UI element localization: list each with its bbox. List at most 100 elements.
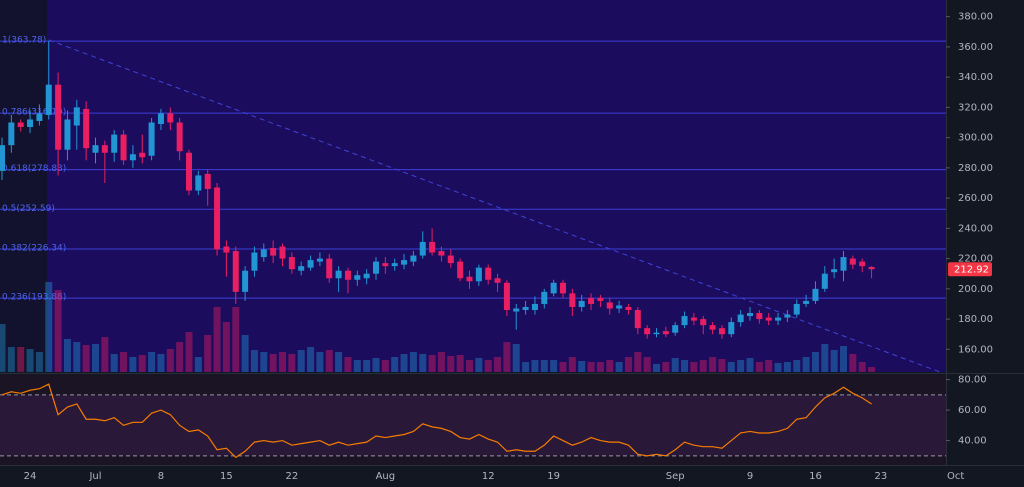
candle-body: [64, 119, 71, 150]
candle-body: [513, 308, 520, 312]
volume-bar: [260, 352, 268, 372]
candle-body: [700, 319, 707, 326]
volume-bar: [17, 347, 25, 372]
candle-body: [55, 84, 62, 150]
volume-bar: [0, 324, 6, 372]
y-tick-label: 380.00: [958, 12, 993, 23]
volume-bar: [596, 362, 604, 372]
candle-body: [475, 267, 482, 282]
volume-bar: [868, 367, 876, 372]
volume-bar: [606, 360, 614, 372]
volume-bar: [138, 355, 146, 372]
y-tick-label: 220.00: [958, 254, 993, 265]
y-tick-label: 360.00: [958, 42, 993, 53]
candle-body: [438, 251, 445, 256]
candle-body: [550, 282, 557, 294]
candle-body: [148, 122, 155, 156]
volume-bar: [419, 354, 427, 372]
volume-bar: [400, 354, 408, 372]
candle-body: [139, 152, 146, 158]
candle-body: [644, 328, 651, 335]
volume-bar: [213, 307, 221, 372]
x-tick-label: Sep: [666, 471, 685, 482]
volume-bar: [858, 362, 866, 372]
candle-body: [728, 322, 735, 335]
x-tick-label: 19: [547, 471, 560, 482]
volume-bar: [737, 360, 745, 372]
candle-body: [288, 257, 295, 270]
candle-body: [214, 187, 221, 250]
candle-body: [45, 84, 52, 115]
rsi-band-fill: [0, 394, 946, 456]
volume-bar: [727, 362, 735, 372]
candle-body: [503, 282, 510, 310]
candle-body: [223, 246, 230, 253]
candle-body: [298, 266, 305, 271]
candle-body: [747, 313, 753, 317]
candle-body: [251, 252, 258, 271]
volume-bar: [559, 362, 567, 372]
x-tick-label: 23: [875, 471, 888, 482]
range-highlight: [47, 0, 946, 372]
candle-body: [167, 113, 174, 123]
volume-bar: [783, 362, 791, 372]
fib-label: 1(363.78): [2, 36, 46, 46]
candle-body: [316, 258, 323, 262]
candle-body: [625, 306, 632, 310]
candle-body: [307, 260, 314, 268]
candle-body: [588, 297, 595, 304]
candle-body: [73, 107, 80, 126]
volume-bar: [335, 352, 343, 372]
volume-bar: [409, 352, 417, 372]
volume-bar: [484, 360, 492, 372]
candle-body: [111, 134, 118, 153]
volume-bar: [690, 362, 698, 372]
x-tick-label: Oct: [947, 471, 964, 482]
candle-body: [672, 325, 679, 333]
candle-body: [8, 122, 15, 146]
volume-bar: [512, 344, 520, 372]
volume-bar: [550, 360, 558, 372]
candle-body: [92, 145, 99, 153]
volume-bar: [475, 358, 483, 372]
candle-body: [382, 263, 389, 267]
volume-bar: [45, 282, 53, 372]
volume-bar: [54, 290, 62, 372]
candle-body: [840, 257, 847, 271]
y-tick-label: 200.00: [958, 284, 993, 295]
candle-body: [485, 267, 492, 280]
candle-body: [531, 303, 538, 310]
volume-bar: [232, 307, 240, 372]
volume-bar: [531, 360, 539, 372]
volume-bar: [157, 354, 165, 372]
volume-bar: [204, 335, 212, 372]
candle-body: [756, 313, 763, 320]
volume-bar: [634, 352, 642, 372]
y-tick-label: 340.00: [958, 72, 993, 83]
volume-bar: [391, 357, 399, 372]
x-tick-label: 8: [158, 471, 164, 482]
volume-bar: [456, 355, 464, 372]
volume-bar: [73, 342, 81, 372]
volume-bar: [811, 352, 819, 372]
candle-body: [803, 300, 810, 304]
volume-bar: [92, 344, 99, 372]
candle-body: [260, 249, 267, 258]
x-tick-label: 16: [809, 471, 822, 482]
volume-bar: [540, 360, 548, 372]
volume-bar: [129, 357, 137, 372]
volume-bar: [120, 352, 128, 372]
volume-bar: [718, 359, 726, 372]
fib-label: 0.382(226.34): [2, 243, 66, 253]
volume-bar: [7, 347, 15, 372]
candle-body: [120, 134, 127, 161]
fib-label: 0.236(193.88): [2, 293, 66, 303]
candle-body: [606, 302, 613, 309]
candle-body: [784, 314, 791, 318]
candle-body: [522, 306, 529, 310]
volume-bar: [849, 354, 857, 372]
volume-bar: [671, 358, 679, 372]
volume-bar: [279, 352, 286, 372]
candle-body: [335, 270, 342, 279]
volume-bar: [250, 350, 258, 372]
